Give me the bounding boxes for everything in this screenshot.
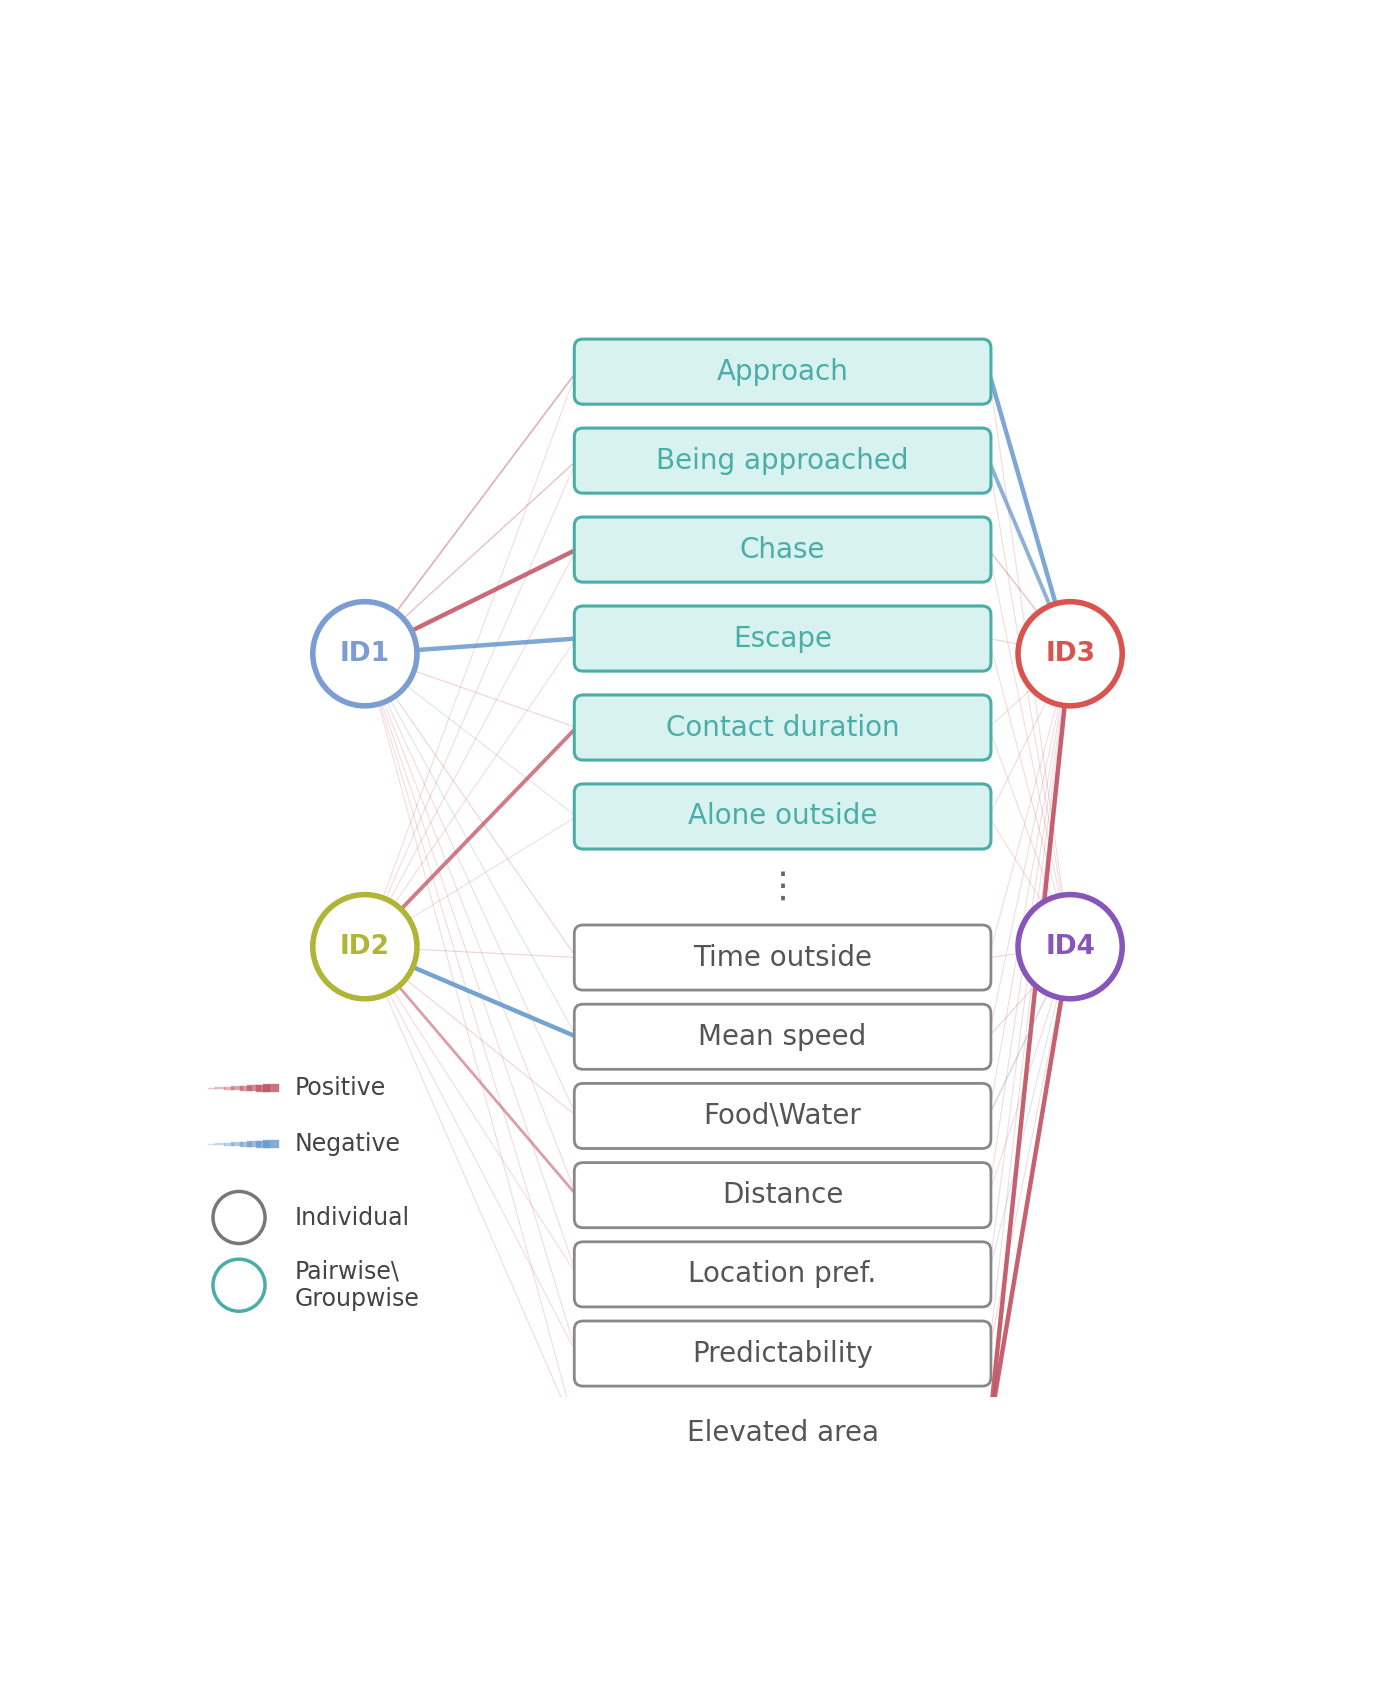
Text: Food\Water: Food\Water — [704, 1101, 861, 1130]
FancyBboxPatch shape — [574, 428, 991, 492]
Text: Time outside: Time outside — [693, 944, 872, 971]
Text: ID2: ID2 — [340, 934, 389, 959]
FancyBboxPatch shape — [574, 1321, 991, 1386]
Circle shape — [213, 1191, 265, 1244]
Circle shape — [213, 1259, 265, 1311]
Text: Mean speed: Mean speed — [699, 1022, 867, 1051]
Text: ID1: ID1 — [340, 641, 391, 667]
Text: Distance: Distance — [722, 1181, 843, 1210]
Circle shape — [312, 895, 417, 998]
Text: ID4: ID4 — [1046, 934, 1095, 959]
Text: ID3: ID3 — [1046, 641, 1095, 667]
FancyBboxPatch shape — [574, 926, 991, 990]
Text: Alone outside: Alone outside — [687, 802, 878, 831]
Text: Contact duration: Contact duration — [666, 714, 899, 741]
FancyBboxPatch shape — [574, 1162, 991, 1228]
Text: Approach: Approach — [717, 357, 848, 386]
Text: Pairwise\
Groupwise: Pairwise\ Groupwise — [294, 1259, 419, 1311]
Text: Elevated area: Elevated area — [686, 1420, 879, 1447]
FancyBboxPatch shape — [574, 518, 991, 582]
Text: Location pref.: Location pref. — [689, 1261, 876, 1288]
Text: Escape: Escape — [734, 624, 832, 653]
FancyBboxPatch shape — [574, 1401, 991, 1465]
FancyBboxPatch shape — [574, 1242, 991, 1306]
Text: Chase: Chase — [739, 536, 826, 563]
FancyBboxPatch shape — [574, 1003, 991, 1069]
Text: Predictability: Predictability — [692, 1340, 874, 1367]
Text: ⋮: ⋮ — [764, 870, 801, 904]
Text: Being approached: Being approached — [657, 447, 909, 474]
FancyBboxPatch shape — [574, 1083, 991, 1149]
Circle shape — [312, 602, 417, 706]
Text: Negative: Negative — [294, 1132, 400, 1156]
Text: Individual: Individual — [294, 1205, 409, 1230]
Circle shape — [1018, 602, 1123, 706]
Circle shape — [1018, 895, 1123, 998]
FancyBboxPatch shape — [574, 338, 991, 404]
FancyBboxPatch shape — [574, 783, 991, 849]
FancyBboxPatch shape — [574, 695, 991, 760]
Text: Positive: Positive — [294, 1076, 385, 1100]
FancyBboxPatch shape — [574, 606, 991, 672]
